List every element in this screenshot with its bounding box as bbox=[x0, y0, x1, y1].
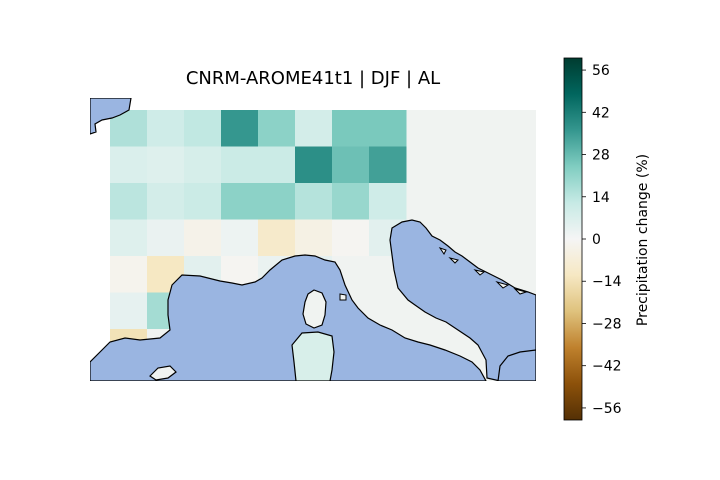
grid-cell bbox=[147, 110, 185, 147]
colorbar-tick-label: 28 bbox=[592, 148, 610, 164]
colorbar-tick-label: 14 bbox=[592, 190, 610, 206]
colorbar-bar bbox=[563, 57, 583, 421]
colorbar-tick-label: −56 bbox=[592, 401, 622, 417]
ionian-sea-corner bbox=[497, 349, 536, 381]
north-sea-patch bbox=[90, 98, 132, 135]
grid-cell bbox=[258, 110, 296, 147]
grid-cell bbox=[147, 146, 185, 184]
sardinia-island bbox=[291, 331, 335, 381]
grid-cell bbox=[147, 219, 185, 257]
grid-cell bbox=[110, 183, 148, 220]
colorbar-tick-label: −42 bbox=[592, 359, 622, 375]
grid-cell bbox=[221, 146, 259, 184]
tyrrhenian-ligurian-sea bbox=[90, 254, 487, 381]
grid-cell bbox=[258, 146, 296, 184]
grid-cell bbox=[332, 219, 370, 257]
grid-cell bbox=[295, 110, 333, 147]
grid-cell bbox=[110, 146, 148, 184]
grid-cell bbox=[184, 146, 222, 184]
balearic-island bbox=[149, 365, 177, 381]
grid-cell bbox=[332, 146, 370, 184]
grid-cell bbox=[295, 146, 333, 184]
colorbar-tick-label: 42 bbox=[592, 105, 610, 121]
grid-cell bbox=[332, 183, 370, 220]
colorbar: 56 42 28 14 0 −14 −28 −42 −56 bbox=[563, 57, 622, 421]
grid-cell bbox=[221, 110, 259, 147]
grid-cell bbox=[110, 219, 148, 257]
colorbar-tick-label: 56 bbox=[592, 63, 610, 79]
colorbar-tick-label: −14 bbox=[592, 274, 622, 290]
elba-island bbox=[339, 293, 347, 301]
grid-cell bbox=[369, 110, 407, 147]
grid-cell bbox=[221, 183, 259, 220]
map-title: CNRM-AROME41t1 | DJF | AL bbox=[185, 68, 441, 89]
grid-cell bbox=[221, 219, 259, 257]
corsica-island bbox=[302, 289, 327, 329]
grid-cell bbox=[332, 110, 370, 147]
grid-cell bbox=[184, 183, 222, 220]
grid-cell bbox=[258, 219, 296, 257]
grid-cell bbox=[110, 292, 148, 330]
colorbar-label: Precipitation change (%) bbox=[635, 153, 651, 327]
dalmatian-islands bbox=[438, 247, 528, 295]
colorbar-tick-label: 0 bbox=[592, 232, 601, 248]
grid-cell bbox=[369, 146, 407, 184]
grid-cell bbox=[184, 110, 222, 147]
grid-cell bbox=[184, 219, 222, 257]
grid-cell bbox=[110, 256, 148, 293]
grid-cell bbox=[369, 183, 407, 220]
grid-cell bbox=[147, 183, 185, 220]
grid-cell bbox=[258, 183, 296, 220]
grid-cell bbox=[295, 183, 333, 220]
grid-cell bbox=[295, 219, 333, 257]
colorbar-ticks: 56 42 28 14 0 −14 −28 −42 −56 bbox=[582, 63, 622, 417]
colorbar-tick-label: −28 bbox=[592, 316, 622, 332]
adriatic-water bbox=[389, 219, 536, 381]
